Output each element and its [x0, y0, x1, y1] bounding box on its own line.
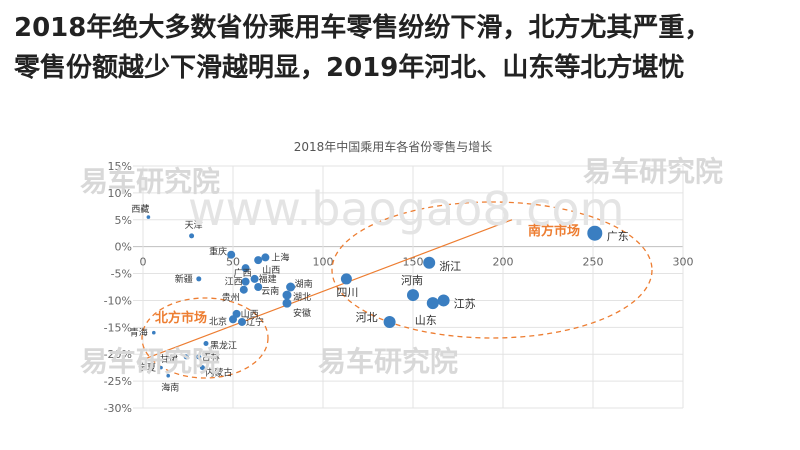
point-label: 辽宁	[246, 316, 264, 328]
chart-title: 2018年中国乘用车各省份零售与增长	[294, 139, 493, 154]
point-label: 北京	[209, 315, 227, 327]
point-label: 海南	[161, 382, 179, 394]
headline: 2018年绝大多数省份乘用车零售纷纷下滑，北方尤其严重， 零售份额越少下滑越明显…	[14, 8, 794, 88]
data-point	[199, 365, 205, 371]
trendline	[142, 219, 513, 361]
point-label: 青海	[130, 327, 148, 339]
x-tick-label: 50	[226, 256, 240, 269]
x-tick-label: 250	[583, 256, 604, 269]
x-tick-label: 100	[313, 256, 334, 269]
x-tick-label: 0	[140, 256, 147, 269]
y-tick-label: 0%	[115, 241, 132, 254]
point-label: 重庆	[209, 246, 227, 258]
data-point	[159, 365, 163, 370]
data-point	[229, 315, 237, 324]
data-point	[423, 256, 436, 269]
data-point	[340, 273, 352, 285]
data-point	[426, 297, 439, 310]
data-point	[383, 315, 396, 328]
point-label: 福建	[259, 273, 277, 285]
data-point	[166, 373, 170, 378]
data-point	[189, 233, 195, 239]
point-label: 安徽	[293, 307, 311, 319]
data-point	[203, 340, 209, 346]
point-label: 内蒙古	[205, 367, 232, 379]
point-label: 云南	[261, 285, 279, 297]
watermark-brand-mid: 易车研究院	[80, 165, 221, 198]
x-tick-label: 300	[673, 256, 694, 269]
point-label: 湖南	[295, 278, 313, 290]
point-label: 广东	[607, 230, 629, 243]
point-label: 西藏	[131, 203, 149, 215]
y-tick-label: -25%	[104, 375, 132, 388]
point-label: 新疆	[175, 273, 193, 285]
point-label: 山东	[415, 314, 437, 327]
data-point	[286, 282, 296, 292]
headline-line-1: 2018年绝大多数省份乘用车零售纷纷下滑，北方尤其严重，	[14, 13, 711, 43]
point-label: 山西	[241, 309, 259, 320]
point-label: 湖北	[293, 292, 311, 303]
y-tick-label: -15%	[104, 321, 132, 334]
data-point	[241, 277, 250, 286]
data-point	[183, 354, 189, 360]
watermark-brand-bottom: 易车研究院	[318, 345, 459, 378]
x-tick-label: 200	[493, 256, 514, 269]
data-point	[241, 264, 250, 273]
watermark-site: www.baogao8.com	[188, 182, 625, 236]
data-point	[437, 294, 450, 307]
y-tick-label: 15%	[108, 160, 132, 173]
data-point	[407, 289, 419, 302]
watermark-brand-top: 易车研究院	[583, 155, 724, 188]
point-label: 山西	[262, 265, 280, 276]
point-label: 浙江	[439, 260, 461, 273]
point-label: 河北	[356, 311, 378, 324]
data-point	[227, 250, 236, 259]
point-label: 河南	[401, 274, 423, 287]
point-label: 广西	[234, 267, 252, 279]
data-point	[254, 283, 263, 291]
data-point	[196, 276, 202, 282]
y-tick-label: 5%	[115, 214, 132, 227]
watermark-brand-left: 易车研究院	[80, 345, 221, 378]
data-point	[587, 225, 603, 241]
point-label: 四川	[336, 286, 358, 299]
data-point	[261, 253, 270, 262]
point-label: 甘肃	[160, 353, 178, 365]
north-market-label: 北方市场	[155, 310, 207, 326]
data-point	[146, 215, 151, 219]
point-label: 江苏	[454, 297, 476, 310]
point-label: 上海	[271, 251, 289, 263]
y-tick-label: -20%	[104, 348, 132, 361]
data-point	[239, 285, 248, 294]
point-label: 江西	[225, 277, 243, 288]
data-point	[282, 298, 292, 308]
point-label: 黑龙江	[210, 339, 237, 351]
data-point	[238, 317, 246, 326]
y-tick-label: -30%	[104, 402, 132, 415]
north-market-ellipse	[141, 297, 269, 379]
point-label: 宁夏	[138, 362, 156, 374]
y-tick-label: -5%	[111, 268, 132, 281]
headline-line-2: 零售份额越少下滑越明显，2019年河北、山东等北方堪忧	[14, 53, 685, 83]
data-point	[196, 354, 202, 360]
south-market-ellipse	[331, 201, 653, 339]
point-label: 吉林	[202, 351, 220, 363]
point-label: 贵州	[222, 292, 240, 304]
point-label: 天津	[185, 220, 203, 231]
data-point	[282, 290, 292, 300]
data-point	[250, 274, 259, 283]
y-tick-label: 10%	[108, 187, 132, 200]
data-point	[254, 256, 263, 265]
data-point	[152, 330, 156, 335]
south-market-label: 南方市场	[528, 223, 580, 239]
y-tick-label: -10%	[104, 294, 132, 307]
